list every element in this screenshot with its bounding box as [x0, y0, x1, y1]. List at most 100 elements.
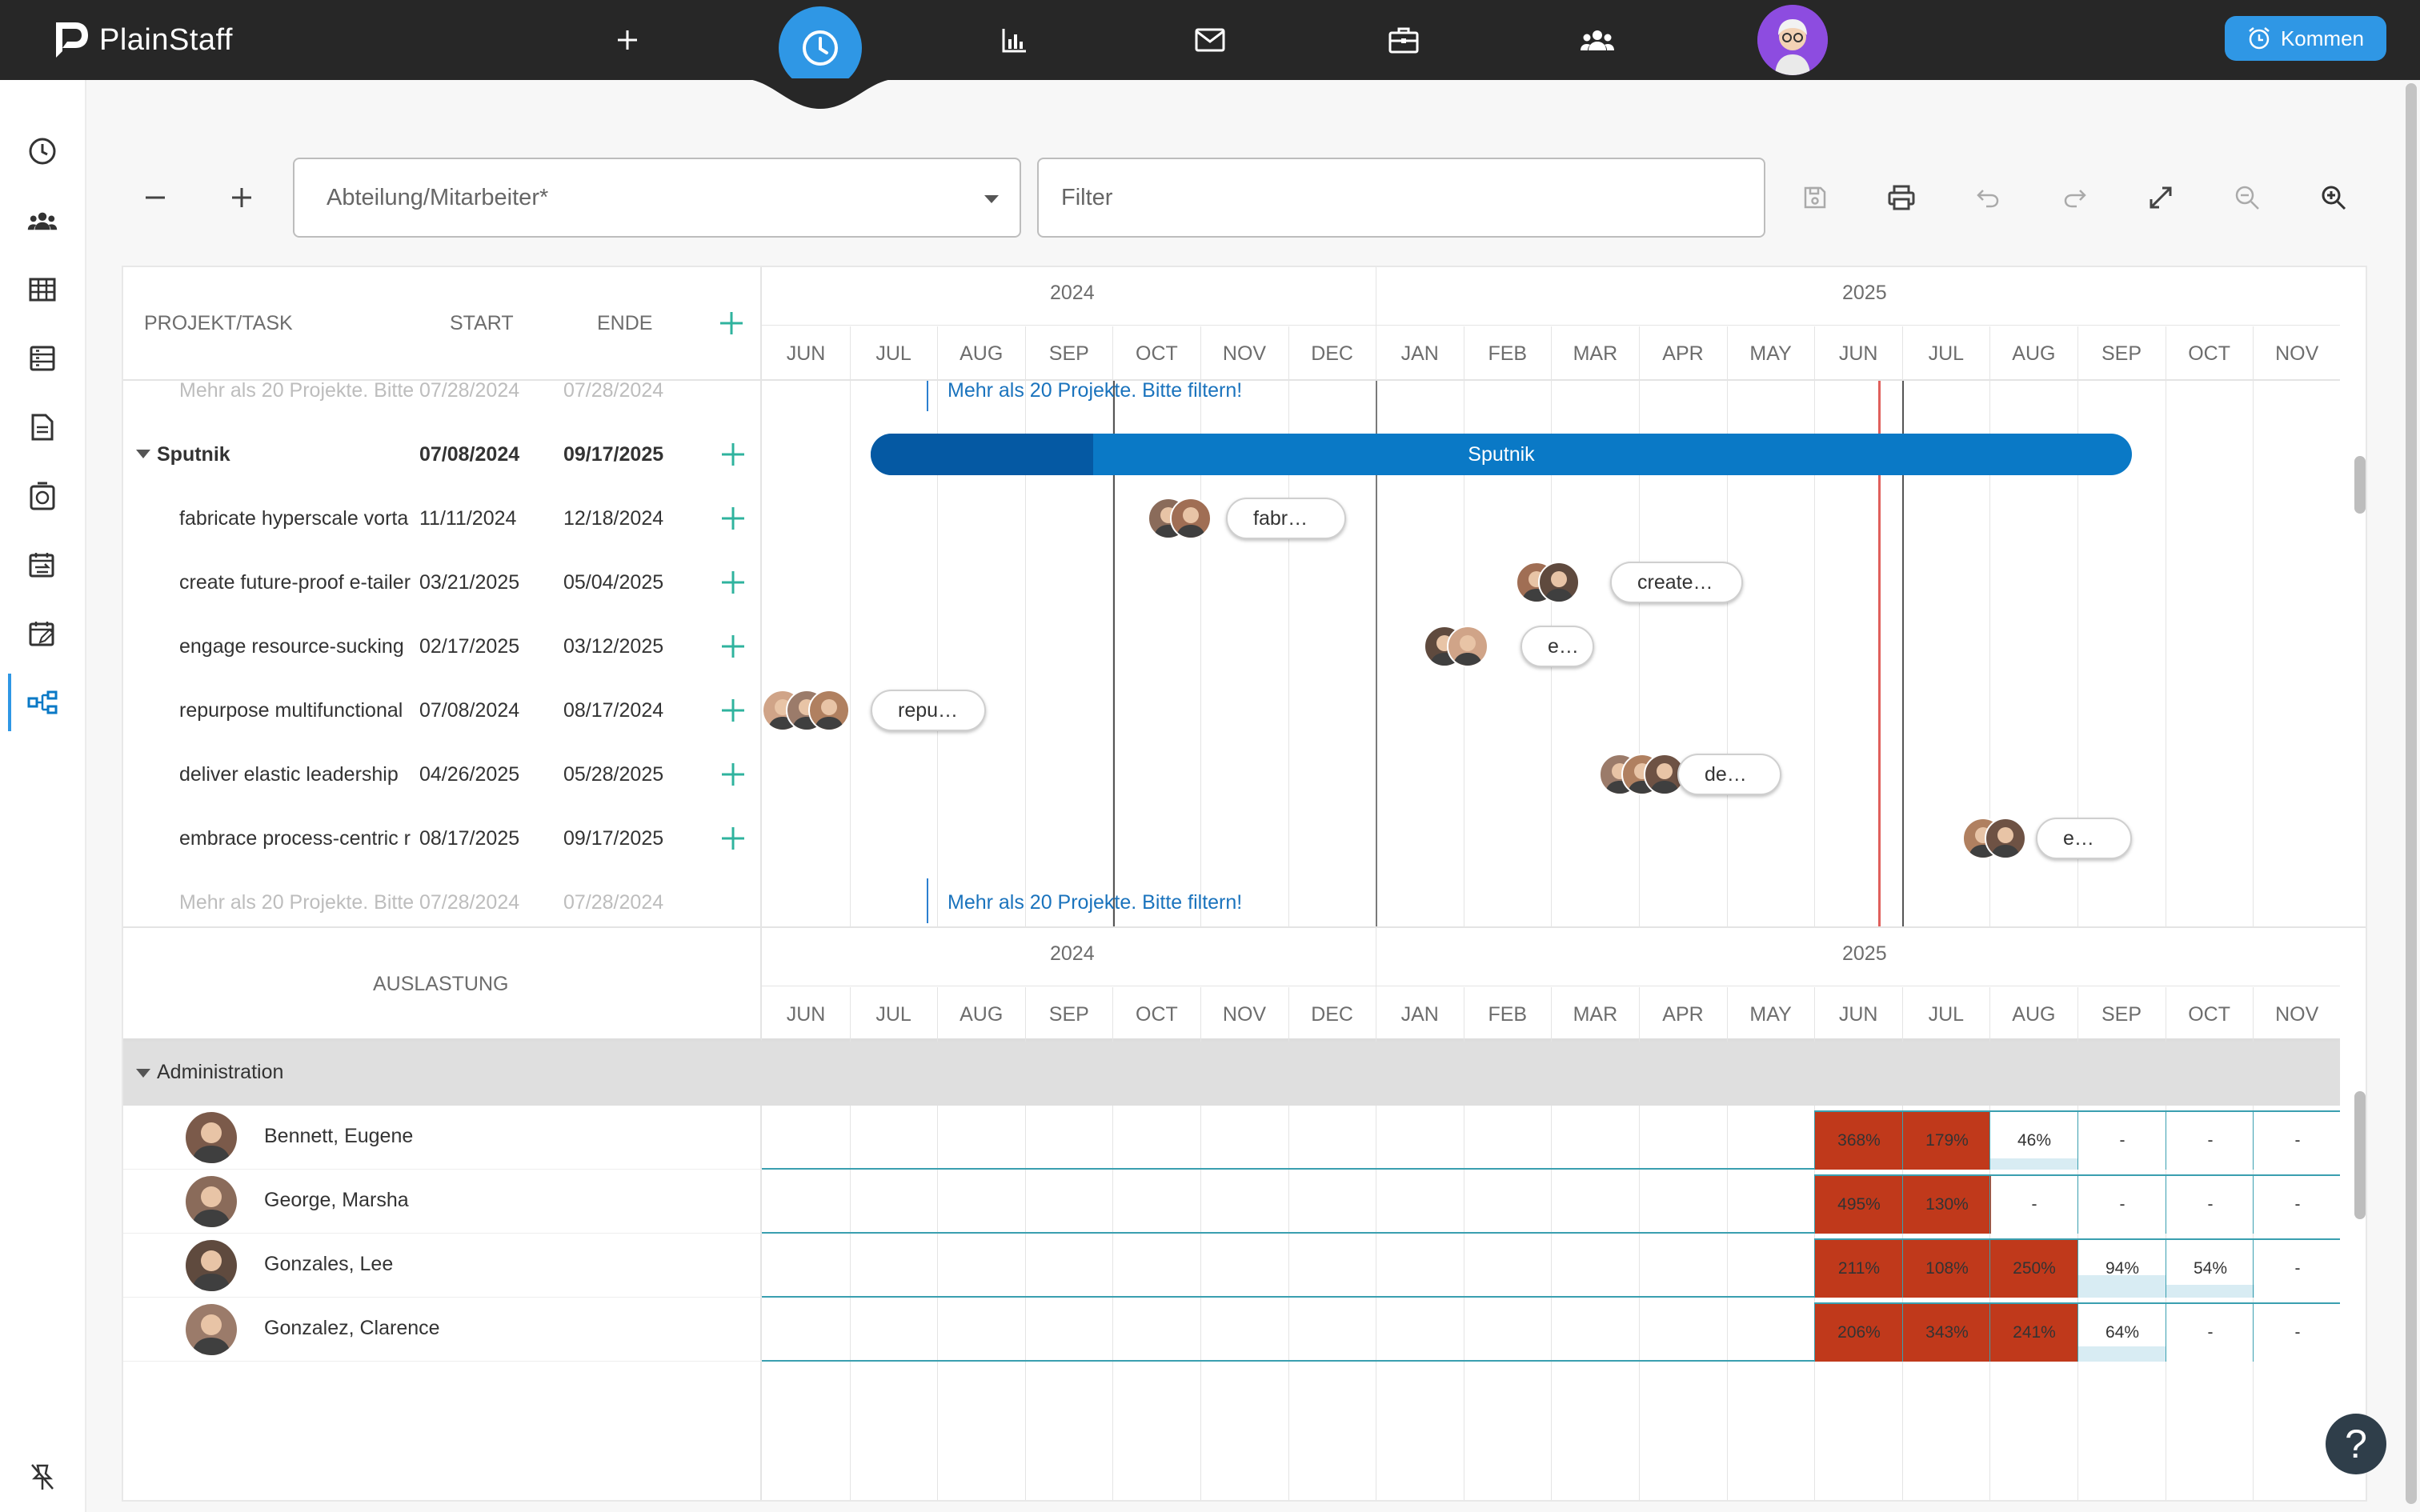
- briefcase-icon[interactable]: [1383, 19, 1424, 61]
- zoom-in-icon[interactable]: [2309, 173, 2358, 222]
- sidebar-table-icon[interactable]: [0, 261, 85, 318]
- note-row[interactable]: Mehr als 20 Projekte. Bitte fi 07/28/2024…: [123, 870, 763, 926]
- kommen-button[interactable]: Kommen: [2225, 16, 2386, 61]
- project-row[interactable]: Sputnik 07/08/2024 09/17/2025: [123, 422, 763, 486]
- filter-input[interactable]: Filter: [1037, 158, 1765, 238]
- collapse-caret-icon[interactable]: [136, 1069, 150, 1078]
- row-border: [123, 1233, 762, 1234]
- sidebar-calendar-transfer-icon[interactable]: [0, 536, 85, 594]
- task-bar[interactable]: e…: [1521, 626, 1594, 667]
- assignee-avatar[interactable]: [1447, 626, 1488, 667]
- help-button[interactable]: ?: [2326, 1414, 2386, 1474]
- employee-row[interactable]: Gonzalez, Clarence 206% 343% 241% 64% - -: [123, 1298, 2340, 1362]
- task-scrollbar[interactable]: [2354, 456, 2366, 514]
- utilization-cell[interactable]: 94%: [2077, 1238, 2166, 1298]
- assignee-avatar[interactable]: [1985, 818, 2026, 859]
- team-icon[interactable]: [1577, 19, 1618, 61]
- utilization-cell[interactable]: 64%: [2077, 1302, 2166, 1362]
- app-logo[interactable]: PlainStaff: [53, 16, 233, 64]
- task-row[interactable]: repurpose multifunctional 07/08/2024 08/17…: [123, 678, 763, 742]
- start-column-header[interactable]: START: [450, 312, 514, 334]
- bar-chart-icon[interactable]: [994, 19, 1036, 61]
- utilization-cell[interactable]: 108%: [1902, 1238, 1991, 1298]
- utilization-cell[interactable]: 241%: [1989, 1302, 2078, 1362]
- utilization-cell[interactable]: 46%: [1989, 1110, 2078, 1170]
- expand-all-button[interactable]: [217, 173, 266, 222]
- task-row[interactable]: engage resource-sucking 02/17/2025 03/12/2…: [123, 614, 763, 678]
- task-bar[interactable]: create…: [1610, 562, 1743, 603]
- sidebar-timer-icon[interactable]: [0, 467, 85, 525]
- project-column-header[interactable]: PROJEKT/TASK: [144, 312, 293, 334]
- add-task-icon[interactable]: [717, 438, 749, 470]
- utilization-cell[interactable]: 343%: [1902, 1302, 1991, 1362]
- collapse-caret-icon[interactable]: [136, 450, 150, 458]
- assignee-avatar[interactable]: [1170, 498, 1212, 539]
- utilization-cell[interactable]: -: [2253, 1174, 2340, 1234]
- utilization-scrollbar[interactable]: [2354, 1091, 2366, 1219]
- employee-row[interactable]: George, Marsha 495% 130% - - - -: [123, 1170, 2340, 1234]
- end-column-header[interactable]: ENDE: [597, 312, 653, 334]
- project-bar[interactable]: Sputnik: [871, 434, 2132, 475]
- assignee-avatar[interactable]: [1538, 562, 1580, 603]
- month-grid-line: [1551, 1106, 1552, 1500]
- group-row[interactable]: Administration: [123, 1042, 2340, 1106]
- utilization-cell[interactable]: 495%: [1814, 1174, 1903, 1234]
- department-employee-select[interactable]: Abteilung/Mitarbeiter*: [293, 158, 1021, 238]
- mail-icon[interactable]: [1189, 19, 1231, 61]
- collapse-all-button[interactable]: [130, 173, 180, 222]
- save-icon[interactable]: [1790, 173, 1840, 222]
- add-task-icon[interactable]: [717, 822, 749, 854]
- sidebar-document-icon[interactable]: [0, 398, 85, 456]
- employee-row[interactable]: Gonzales, Lee 211% 108% 250% 94% 54% -: [123, 1234, 2340, 1298]
- add-task-icon[interactable]: [717, 758, 749, 790]
- utilization-cell[interactable]: -: [2077, 1174, 2166, 1234]
- utilization-cell[interactable]: -: [2166, 1302, 2254, 1362]
- utilization-cell[interactable]: -: [2166, 1174, 2254, 1234]
- assignee-avatar[interactable]: [808, 690, 850, 731]
- add-project-icon[interactable]: [715, 307, 747, 339]
- sidebar-calendar-edit-icon[interactable]: [0, 605, 85, 662]
- utilization-cell[interactable]: -: [2253, 1110, 2340, 1170]
- utilization-cell[interactable]: 211%: [1814, 1238, 1903, 1298]
- utilization-cell[interactable]: -: [1989, 1174, 2078, 1234]
- sidebar-team-icon[interactable]: [0, 192, 85, 250]
- task-row[interactable]: deliver elastic leadership 04/26/2025 05/2…: [123, 742, 763, 806]
- utilization-cell[interactable]: -: [2253, 1238, 2340, 1298]
- utilization-cell[interactable]: -: [2253, 1302, 2340, 1362]
- task-row[interactable]: fabricate hyperscale vorta 11/11/2024 12/1…: [123, 486, 763, 550]
- utilization-cell[interactable]: 130%: [1902, 1174, 1991, 1234]
- fullscreen-icon[interactable]: [2136, 173, 2186, 222]
- add-task-icon[interactable]: [717, 566, 749, 598]
- task-bar[interactable]: fabr…: [1226, 498, 1346, 539]
- pin-off-icon[interactable]: [0, 1448, 85, 1506]
- note-row[interactable]: Mehr als 20 Projekte. Bitte fi 07/28/2024…: [123, 381, 763, 422]
- task-bar[interactable]: e…: [2036, 818, 2132, 859]
- page-scrollbar[interactable]: [2406, 83, 2417, 1504]
- task-bar[interactable]: repu…: [871, 690, 986, 731]
- sidebar-clock-icon[interactable]: [0, 122, 85, 180]
- month-label: MAY: [1749, 342, 1792, 365]
- add-task-icon[interactable]: [717, 630, 749, 662]
- utilization-cell[interactable]: 206%: [1814, 1302, 1903, 1362]
- utilization-cell[interactable]: -: [2166, 1110, 2254, 1170]
- utilization-cell[interactable]: 179%: [1902, 1110, 1991, 1170]
- sidebar-list-icon[interactable]: [0, 330, 85, 387]
- utilization-cell[interactable]: -: [2077, 1110, 2166, 1170]
- task-row[interactable]: create future-proof e-tailer 03/21/2025 05…: [123, 550, 763, 614]
- plus-icon[interactable]: [607, 19, 648, 61]
- print-icon[interactable]: [1877, 173, 1926, 222]
- task-bar[interactable]: de…: [1677, 754, 1781, 795]
- employee-row[interactable]: Bennett, Eugene 368% 179% 46% - - -: [123, 1106, 2340, 1170]
- add-task-icon[interactable]: [717, 502, 749, 534]
- undo-icon[interactable]: [1964, 173, 2013, 222]
- utilization-cell[interactable]: 368%: [1814, 1110, 1903, 1170]
- task-row[interactable]: embrace process-centric r 08/17/2025 09/17…: [123, 806, 763, 870]
- sidebar-hierarchy-icon[interactable]: [0, 674, 85, 731]
- zoom-out-icon[interactable]: [2222, 173, 2272, 222]
- redo-icon[interactable]: [2049, 173, 2099, 222]
- utilization-cell[interactable]: 54%: [2166, 1238, 2254, 1298]
- add-task-icon[interactable]: [717, 694, 749, 726]
- utilization-cell[interactable]: 250%: [1989, 1238, 2078, 1298]
- user-avatar[interactable]: [1757, 5, 1828, 75]
- time-tracking-nav[interactable]: [779, 6, 862, 90]
